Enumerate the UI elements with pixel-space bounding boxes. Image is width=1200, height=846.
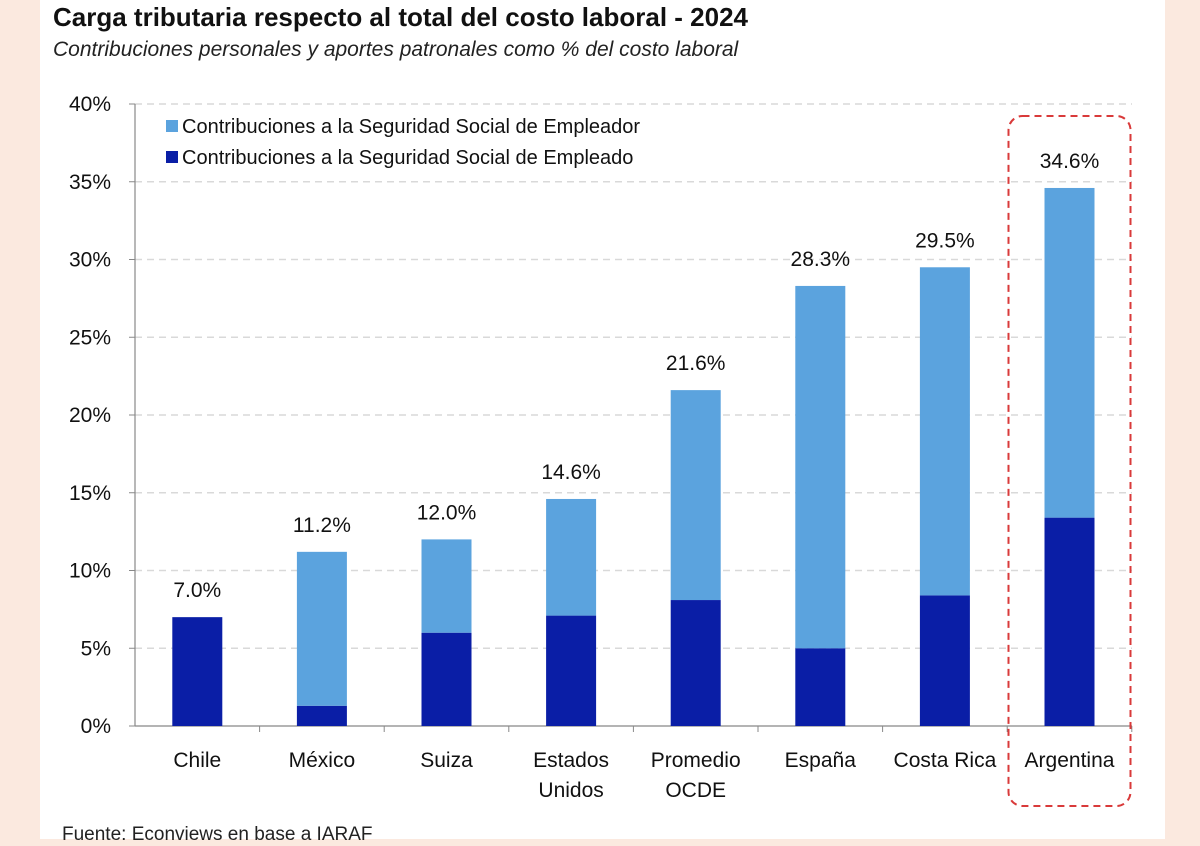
y-tick-label: 30% — [69, 249, 111, 272]
legend-label: Contribuciones a la Seguridad Social de … — [182, 147, 633, 169]
x-category-label: México — [289, 749, 356, 772]
total-data-label: 21.6% — [666, 352, 726, 375]
bar-empleado-españa — [795, 648, 846, 726]
x-category-line: España — [785, 749, 857, 772]
source-note: Fuente: Econviews en base a IARAF — [62, 824, 373, 845]
y-tick-label: 15% — [69, 482, 111, 505]
x-category-line: Promedio — [651, 749, 741, 772]
x-category-line: Costa Rica — [894, 749, 997, 772]
y-tick-label: 40% — [69, 93, 111, 116]
x-category-line: OCDE — [665, 779, 726, 802]
y-tick-label: 35% — [69, 171, 111, 194]
bar-empleado-argentina — [1044, 517, 1095, 726]
legend-label: Contribuciones a la Seguridad Social de … — [182, 116, 640, 138]
bar-empleador-promedio-ocde — [670, 390, 721, 601]
total-data-label: 11.2% — [293, 514, 351, 537]
total-data-label: 14.6% — [541, 461, 601, 484]
chart-title: Carga tributaria respecto al total del c… — [53, 2, 748, 32]
bar-empleador-españa — [795, 285, 846, 649]
x-category-label: Costa Rica — [894, 749, 997, 772]
total-data-label: 12.0% — [417, 501, 477, 524]
bar-empleado-méxico — [296, 705, 347, 726]
chart-card — [40, 0, 1165, 839]
x-category-label: Chile — [173, 749, 221, 772]
legend-swatch — [166, 120, 178, 132]
bar-empleado-estados-unidos — [546, 615, 597, 726]
y-tick-label: 25% — [69, 326, 111, 349]
x-category-label: Estados Unidos — [533, 749, 609, 802]
chart-subtitle: Contribuciones personales y aportes patr… — [53, 38, 739, 61]
bar-empleador-costa rica — [919, 267, 970, 596]
x-category-line: México — [289, 749, 356, 772]
bar-empleador-méxico — [296, 551, 347, 706]
y-tick-label: 10% — [69, 560, 111, 583]
bar-empleador-suiza — [421, 539, 472, 633]
y-tick-label: 5% — [81, 637, 111, 660]
bar-empleado-suiza — [421, 632, 472, 726]
bar-empleador-estados-unidos — [546, 498, 597, 616]
y-tick-label: 0% — [81, 715, 111, 738]
legend-swatch — [166, 151, 178, 163]
x-category-line: Argentina — [1025, 749, 1115, 772]
total-data-label: 7.0% — [173, 579, 221, 602]
x-category-line: Chile — [173, 749, 221, 772]
x-category-label: Promedio OCDE — [651, 749, 741, 802]
bar-empleador-argentina — [1044, 187, 1095, 518]
total-data-label: 29.5% — [915, 229, 975, 252]
bar-empleado-costa rica — [919, 595, 970, 726]
total-data-label: 28.3% — [791, 248, 851, 271]
total-data-label: 34.6% — [1040, 150, 1100, 173]
x-category-label: España — [785, 749, 857, 772]
x-category-label: Suiza — [420, 749, 473, 772]
highlight-box — [1007, 115, 1132, 807]
y-tick-label: 20% — [69, 404, 111, 427]
x-category-line: Estados — [533, 749, 609, 772]
bar-empleado-promedio-ocde — [670, 600, 721, 726]
x-category-label: Argentina — [1025, 749, 1115, 772]
x-category-line: Unidos — [538, 779, 603, 802]
bar-empleado-chile — [172, 617, 223, 726]
x-category-line: Suiza — [420, 749, 473, 772]
